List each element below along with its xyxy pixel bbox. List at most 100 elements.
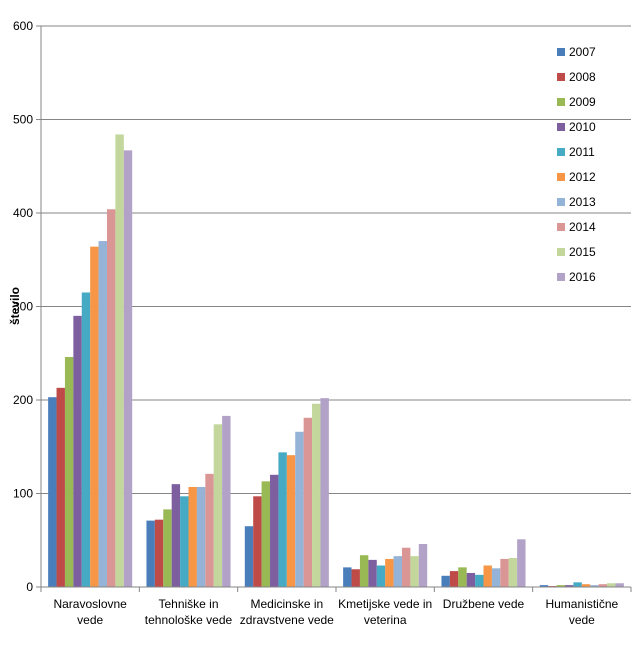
bar-2014-cat-2	[303, 417, 313, 587]
bar-2011-cat-2	[278, 452, 287, 587]
bar-2012-cat-3	[385, 558, 394, 587]
legend-label-2007: 2007	[569, 45, 596, 59]
x-category-label: Medicinske in	[250, 597, 323, 611]
bar-2007-cat-1	[146, 520, 155, 587]
bar-2009-cat-0	[64, 356, 74, 587]
bar-2014-cat-5	[598, 584, 608, 587]
x-category-label: vede	[569, 613, 595, 627]
bar-2010-cat-1	[171, 484, 181, 587]
bar-2015-cat-0	[115, 134, 124, 587]
legend-swatch-2015	[557, 248, 565, 256]
bar-2012-cat-4	[483, 565, 492, 587]
bar-2010-cat-2	[270, 474, 279, 587]
legend-swatch-2013	[557, 198, 565, 206]
bar-2014-cat-3	[401, 547, 411, 587]
legend-swatch-2007	[557, 48, 565, 56]
bar-2012-cat-0	[90, 246, 99, 587]
bar-2010-cat-5	[565, 585, 574, 587]
legend-label-2011: 2011	[569, 145, 595, 159]
bar-2013-cat-1	[196, 486, 206, 587]
bar-2007-cat-5	[539, 585, 549, 587]
bar-2014-cat-4	[500, 558, 509, 587]
x-category-label: Tehniške in	[158, 597, 218, 611]
bar-2015-cat-3	[410, 556, 419, 587]
legend-label-2015: 2015	[569, 245, 596, 259]
y-tick-label: 300	[13, 300, 33, 314]
legend-label-2013: 2013	[569, 195, 596, 209]
bar-2013-cat-2	[295, 431, 304, 587]
y-tick-label: 0	[26, 580, 33, 594]
bar-2009-cat-5	[556, 585, 566, 587]
y-tick-label: 500	[13, 113, 33, 127]
y-tick-label: 600	[13, 19, 33, 33]
legend-label-2014: 2014	[569, 220, 596, 234]
legend-label-2012: 2012	[569, 170, 596, 184]
bar-2009-cat-4	[458, 567, 467, 587]
bar-2015-cat-2	[312, 403, 321, 587]
bar-2013-cat-0	[98, 241, 107, 588]
x-category-label: Kmetijske vede in	[338, 597, 432, 611]
bar-2016-cat-4	[517, 539, 526, 587]
bar-2015-cat-4	[508, 558, 518, 587]
bar-2009-cat-2	[261, 481, 271, 587]
bar-2011-cat-5	[573, 582, 582, 587]
bar-2015-cat-1	[213, 424, 223, 587]
legend-swatch-2016	[557, 273, 565, 281]
bar-2016-cat-3	[418, 543, 428, 587]
bar-2013-cat-5	[590, 585, 599, 587]
bar-2013-cat-3	[393, 556, 402, 587]
legend-label-2009: 2009	[569, 95, 596, 109]
legend-label-2008: 2008	[569, 70, 596, 84]
y-tick-label: 100	[13, 487, 33, 501]
bar-2011-cat-1	[180, 496, 189, 587]
x-category-label: vede	[77, 613, 103, 627]
bar-2012-cat-1	[188, 486, 197, 587]
x-category-label: veterina	[364, 613, 407, 627]
y-axis-label: število	[8, 287, 22, 325]
gridlines	[41, 25, 631, 494]
x-category-label: zdravstvene vede	[240, 613, 334, 627]
bar-2016-cat-2	[320, 398, 329, 587]
bar-2009-cat-1	[163, 509, 172, 587]
x-category-label: Humanistične	[545, 597, 618, 611]
bar-2011-cat-0	[81, 292, 91, 587]
bar-2011-cat-4	[475, 574, 484, 587]
x-category-label: tehnološke vede	[145, 613, 233, 627]
bar-2014-cat-1	[205, 473, 214, 587]
bars	[48, 134, 624, 588]
x-category-label: Družbene vede	[443, 597, 525, 611]
x-category-label: Naravoslovne	[53, 597, 127, 611]
bar-2016-cat-1	[222, 415, 231, 587]
bar-2009-cat-3	[359, 555, 369, 587]
bar-2016-cat-5	[615, 583, 624, 587]
legend-swatch-2008	[557, 73, 565, 81]
bar-2010-cat-0	[73, 315, 82, 587]
y-tick-label: 200	[13, 393, 33, 407]
bar-2010-cat-4	[466, 572, 476, 587]
bar-2007-cat-2	[244, 526, 254, 587]
legend: 2007 2008 2009 2010 2011 2012 2013 2014 2015 2016	[557, 45, 596, 284]
bar-2015-cat-5	[607, 583, 616, 587]
legend-label-2016: 2016	[569, 270, 596, 284]
bar-2013-cat-4	[491, 568, 501, 587]
y-tick-labels: 0 100 200 300 400 500 600	[13, 19, 33, 594]
legend-swatch-2012	[557, 173, 565, 181]
axes	[36, 25, 632, 592]
bar-2008-cat-1	[154, 519, 164, 587]
bar-2007-cat-3	[343, 567, 352, 587]
bar-2008-cat-3	[351, 569, 360, 587]
bar-2007-cat-0	[48, 397, 57, 587]
bar-2008-cat-0	[56, 387, 65, 587]
x-category-labels: Naravoslovne vede Tehniške in tehnološke ve…	[53, 597, 618, 627]
bar-2012-cat-5	[581, 584, 591, 587]
legend-swatch-2010	[557, 123, 565, 131]
bar-2007-cat-4	[441, 575, 450, 587]
legend-swatch-2009	[557, 98, 565, 106]
bar-2016-cat-0	[123, 150, 133, 588]
bar-2011-cat-3	[376, 565, 386, 587]
bar-2008-cat-2	[253, 496, 262, 587]
y-tick-label: 400	[13, 206, 33, 220]
bar-2012-cat-2	[286, 455, 296, 587]
bar-2010-cat-3	[368, 559, 377, 587]
